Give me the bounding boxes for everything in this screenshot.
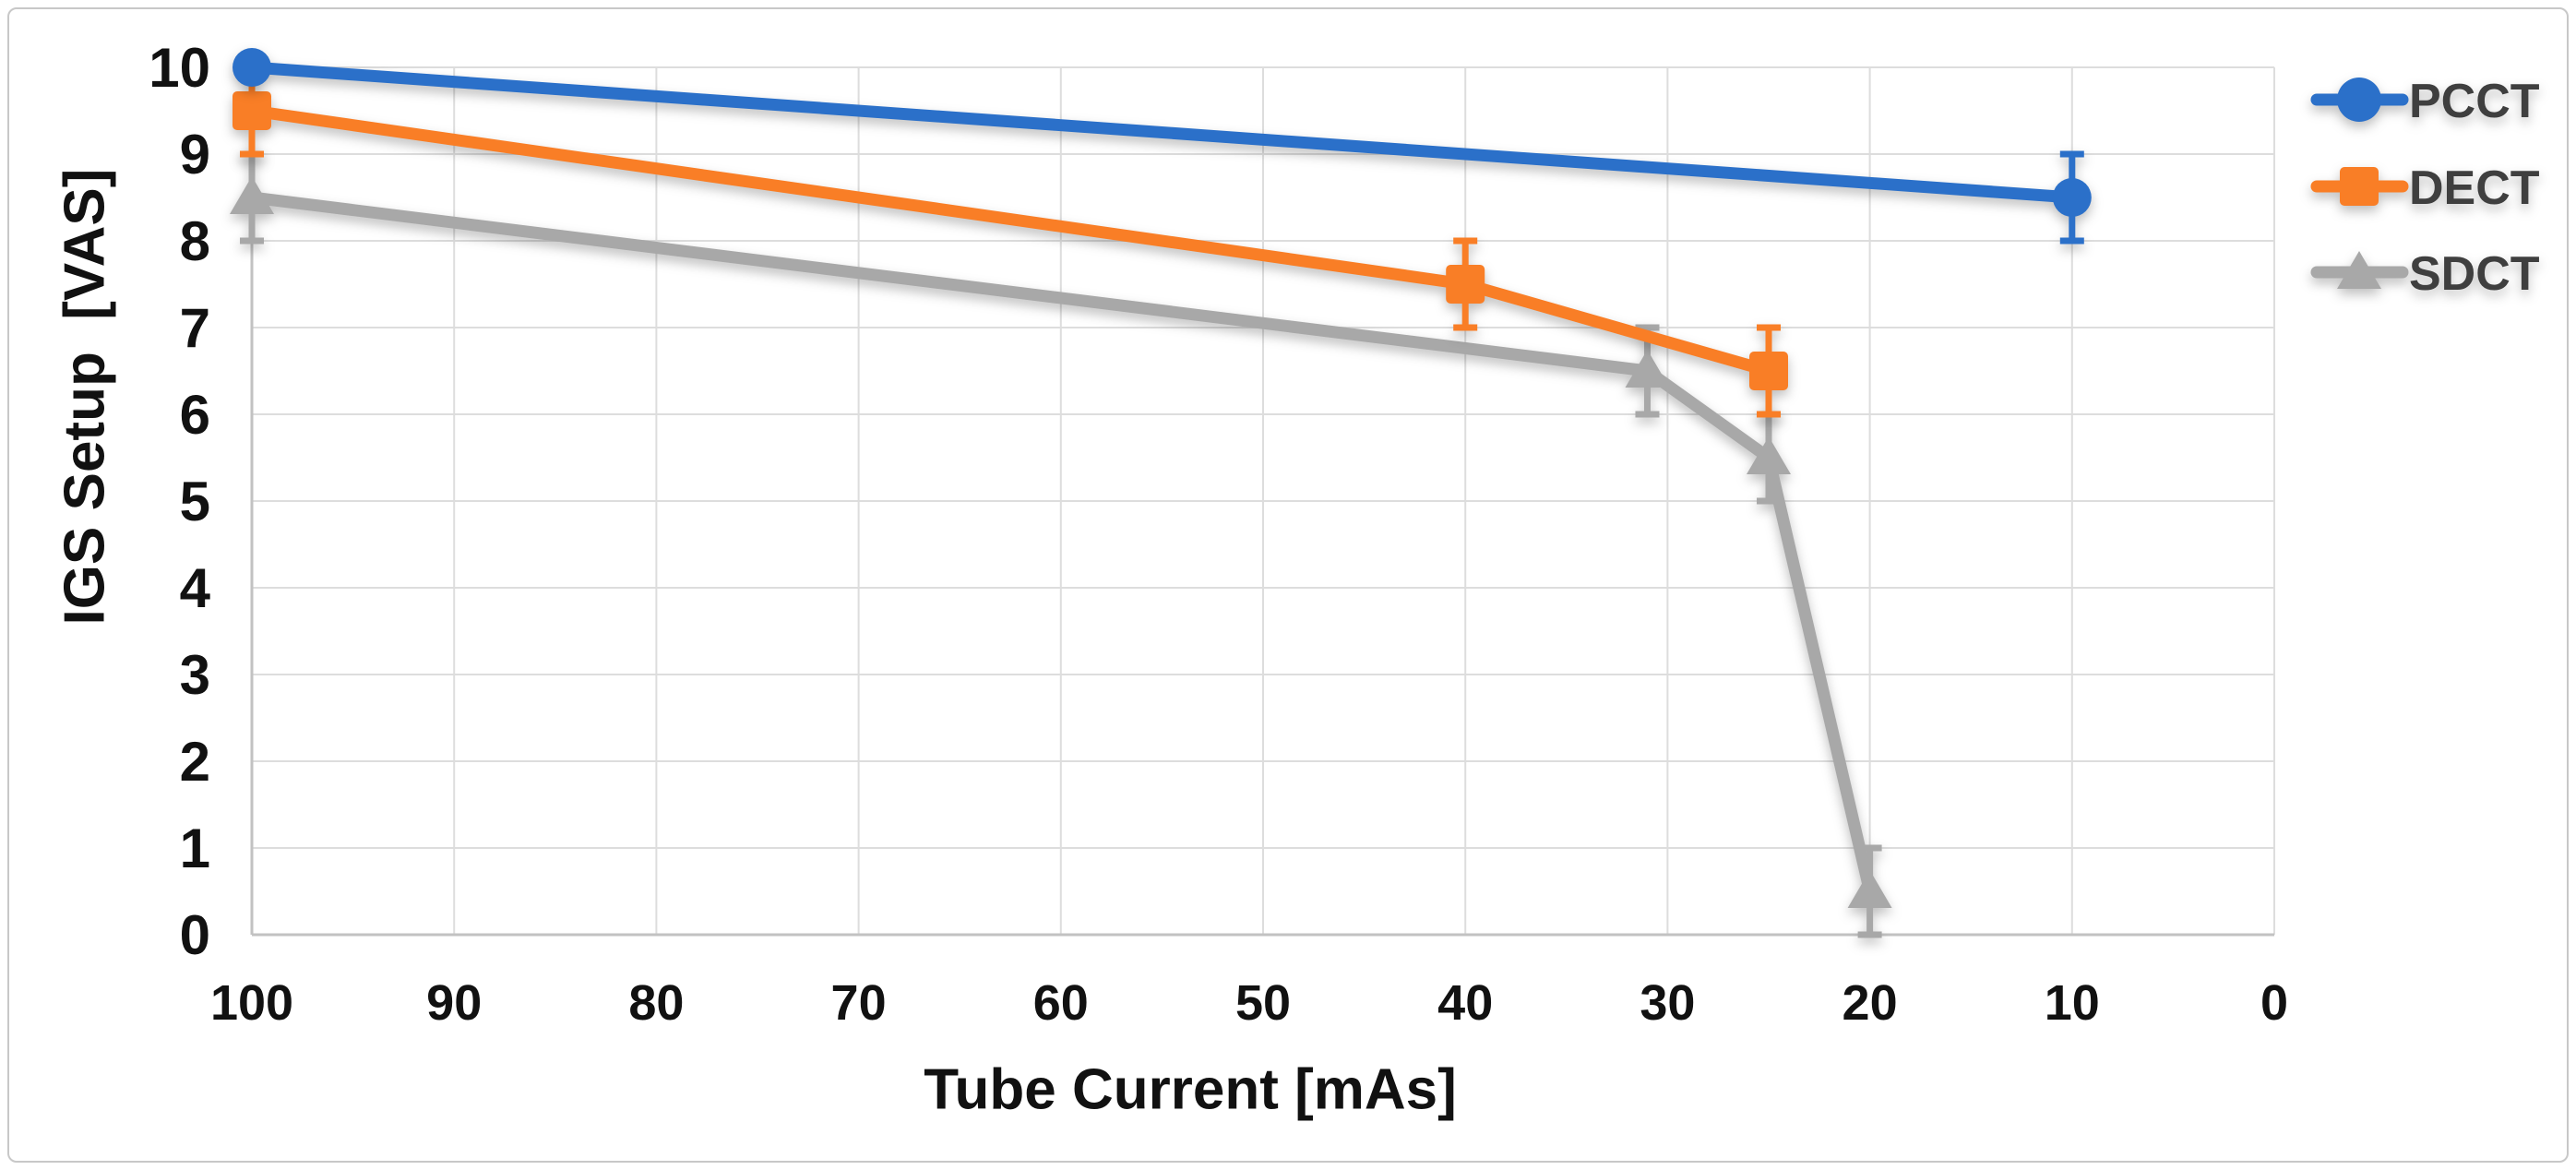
legend-item-pcct: PCCT <box>2310 75 2540 128</box>
marker-triangle-icon <box>1625 350 1670 388</box>
plot-gridlines <box>251 66 2275 936</box>
x-tick-label: 0 <box>2260 975 2288 1031</box>
marker-triangle-icon <box>1747 436 1791 474</box>
y-tick-label: 0 <box>180 904 210 966</box>
x-tick-label: 40 <box>1437 975 1493 1031</box>
y-tick-label: 4 <box>180 557 211 619</box>
marker-square-icon <box>233 91 271 130</box>
y-tick-label: 9 <box>180 124 210 185</box>
legend-label: PCCT <box>2409 75 2540 128</box>
y-tick-label: 8 <box>180 210 210 272</box>
series-line <box>245 61 2079 204</box>
marker-triangle-icon <box>230 176 274 214</box>
y-tick-label: 6 <box>180 384 210 446</box>
x-tick-label: 30 <box>1640 975 1695 1031</box>
legend-item-dect: DECT <box>2310 161 2540 215</box>
legend-label: SDCT <box>2409 247 2540 301</box>
x-tick-labels: 100 90 80 70 60 50 40 30 20 10 0 <box>210 975 2288 1031</box>
y-tick-label: 3 <box>180 644 210 706</box>
marker-square-icon <box>1749 352 1788 390</box>
marker-triangle-icon <box>2337 251 2381 289</box>
y-tick-label: 10 <box>149 37 210 99</box>
series-sdct <box>230 150 1892 938</box>
y-tick-label: 7 <box>180 297 210 359</box>
marker-square-icon <box>2340 167 2379 206</box>
marker-square-icon <box>1446 265 1485 304</box>
x-axis-title: Tube Current [mAs] <box>924 1057 1457 1122</box>
marker-circle-icon <box>233 48 271 87</box>
marker-triangle-icon <box>1847 870 1892 908</box>
series-line <box>245 191 1877 898</box>
x-tick-label: 90 <box>426 975 482 1031</box>
x-tick-label: 50 <box>1235 975 1291 1031</box>
y-tick-label: 5 <box>180 471 210 532</box>
marker-circle-icon <box>2337 78 2381 122</box>
x-tick-label: 100 <box>210 975 293 1031</box>
chart-legend: PCCT DECT SDCT <box>2310 75 2540 301</box>
marker-circle-icon <box>2052 178 2092 217</box>
y-tick-label: 1 <box>180 818 210 879</box>
y-tick-label: 2 <box>180 731 210 793</box>
legend-item-sdct: SDCT <box>2310 247 2540 301</box>
x-tick-label: 10 <box>2045 975 2100 1031</box>
y-tick-labels: 0 1 2 3 4 5 6 7 8 9 10 <box>149 37 210 966</box>
series-pcct <box>233 48 2092 245</box>
x-tick-label: 80 <box>628 975 684 1031</box>
x-tick-label: 70 <box>831 975 887 1031</box>
x-tick-label: 60 <box>1033 975 1089 1031</box>
x-tick-label: 20 <box>1843 975 1898 1031</box>
y-axis-title: IGS Setup [VAS] <box>53 168 117 626</box>
legend-label: DECT <box>2409 161 2540 215</box>
